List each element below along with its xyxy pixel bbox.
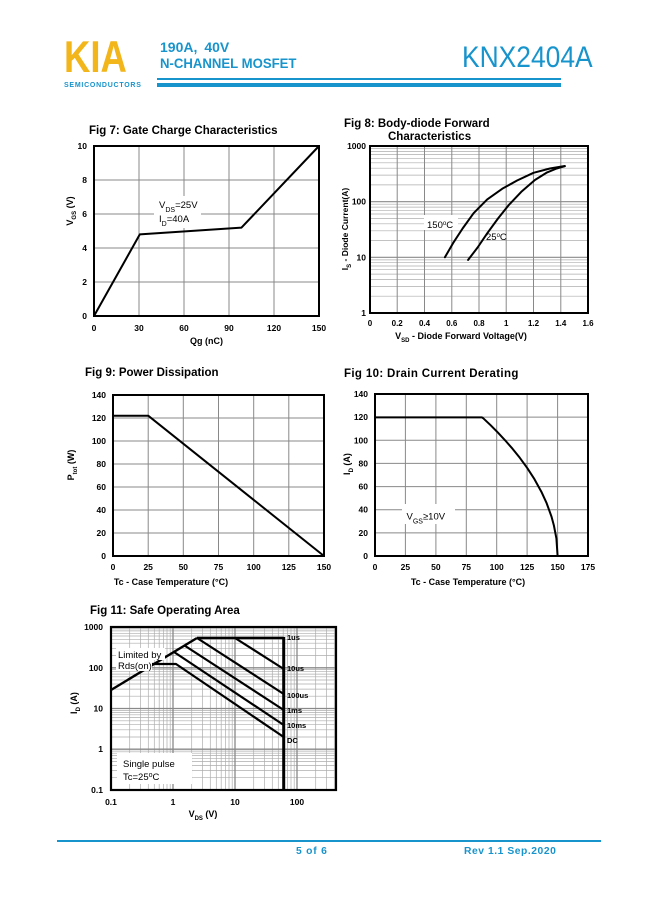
svg-text:90: 90 [224, 323, 234, 333]
svg-text:60: 60 [97, 482, 107, 492]
svg-text:Tc=25oC: Tc=25oC [123, 772, 160, 784]
svg-text:125: 125 [282, 562, 296, 572]
svg-text:6: 6 [82, 209, 87, 219]
svg-text:10: 10 [78, 141, 88, 151]
svg-text:50: 50 [431, 562, 441, 572]
svg-text:0.4: 0.4 [419, 319, 431, 328]
svg-text:0: 0 [92, 323, 97, 333]
svg-text:Fig 11: Safe Operating Area: Fig 11: Safe Operating Area [90, 605, 240, 617]
svg-text:1.4: 1.4 [555, 319, 567, 328]
svg-text:DC: DC [287, 736, 298, 745]
svg-text:0.1: 0.1 [91, 785, 103, 795]
svg-text:Fig 8: Body-diode Forward: Fig 8: Body-diode Forward [344, 118, 490, 130]
svg-text:10us: 10us [287, 664, 304, 673]
svg-text:0.1: 0.1 [105, 797, 117, 807]
svg-text:75: 75 [462, 562, 472, 572]
svg-text:ID (A): ID (A) [342, 453, 355, 475]
svg-text:Ptot (W): Ptot (W) [66, 450, 79, 481]
svg-text:60: 60 [359, 482, 369, 492]
svg-text:100: 100 [92, 436, 106, 446]
svg-text:0: 0 [82, 311, 87, 321]
svg-text:75: 75 [214, 562, 224, 572]
svg-text:0: 0 [101, 551, 106, 561]
svg-text:150: 150 [312, 323, 326, 333]
svg-text:100: 100 [352, 197, 366, 207]
svg-text:2: 2 [82, 277, 87, 287]
svg-text:0: 0 [111, 562, 116, 572]
svg-text:Single pulse: Single pulse [123, 759, 175, 770]
svg-text:140: 140 [354, 389, 368, 399]
svg-text:1: 1 [361, 308, 366, 318]
svg-text:25: 25 [401, 562, 411, 572]
svg-text:10: 10 [94, 704, 104, 714]
svg-text:0.2: 0.2 [392, 319, 404, 328]
svg-text:120: 120 [354, 412, 368, 422]
svg-text:20: 20 [97, 528, 107, 538]
svg-text:ID=40A: ID=40A [159, 214, 190, 228]
svg-text:VGS (V): VGS (V) [65, 196, 78, 225]
svg-text:100us: 100us [287, 691, 308, 700]
svg-text:8: 8 [82, 175, 87, 185]
svg-text:1: 1 [504, 319, 509, 328]
svg-text:Limited by: Limited by [118, 650, 162, 661]
svg-text:10ms: 10ms [287, 721, 306, 730]
svg-text:IS - Diode Current(A): IS - Diode Current(A) [340, 188, 353, 271]
svg-text:150: 150 [317, 562, 331, 572]
svg-text:1.6: 1.6 [582, 319, 594, 328]
svg-text:Qg (nC): Qg (nC) [190, 336, 223, 346]
svg-text:1000: 1000 [347, 141, 366, 151]
svg-text:1: 1 [171, 797, 176, 807]
svg-text:Fig 7: Gate Charge Characteris: Fig 7: Gate Charge Characteristics [89, 125, 278, 137]
svg-text:Tc - Case Temperature (°C): Tc - Case Temperature (°C) [114, 577, 228, 587]
svg-text:0: 0 [368, 319, 373, 328]
svg-text:40: 40 [359, 505, 369, 515]
svg-text:1.2: 1.2 [528, 319, 540, 328]
svg-text:140: 140 [92, 390, 106, 400]
svg-text:50: 50 [179, 562, 189, 572]
svg-text:0: 0 [373, 562, 378, 572]
svg-text:VSD - Diode Forward Voltage(V): VSD - Diode Forward Voltage(V) [395, 331, 527, 344]
svg-text:1us: 1us [287, 633, 300, 642]
svg-text:100: 100 [290, 797, 304, 807]
svg-text:125: 125 [520, 562, 534, 572]
svg-text:0.6: 0.6 [446, 319, 458, 328]
svg-text:25oC: 25oC [486, 232, 507, 243]
svg-text:60: 60 [179, 323, 189, 333]
svg-text:100: 100 [89, 663, 103, 673]
svg-text:0.8: 0.8 [473, 319, 485, 328]
svg-text:20: 20 [359, 528, 369, 538]
svg-text:100: 100 [247, 562, 261, 572]
svg-text:40: 40 [97, 505, 107, 515]
svg-text:0: 0 [363, 551, 368, 561]
svg-text:120: 120 [267, 323, 281, 333]
svg-text:150: 150 [551, 562, 565, 572]
svg-text:10: 10 [357, 252, 367, 262]
svg-text:175: 175 [581, 562, 595, 572]
svg-text:80: 80 [359, 458, 369, 468]
svg-text:ID (A): ID (A) [69, 692, 82, 714]
svg-text:150oC: 150oC [427, 220, 453, 231]
svg-text:Characteristics: Characteristics [388, 131, 471, 143]
svg-text:120: 120 [92, 413, 106, 423]
svg-text:10: 10 [230, 797, 240, 807]
svg-text:1000: 1000 [84, 622, 103, 632]
svg-text:25: 25 [143, 562, 153, 572]
svg-text:100: 100 [490, 562, 504, 572]
svg-text:80: 80 [97, 459, 107, 469]
svg-text:4: 4 [82, 243, 87, 253]
svg-text:Rds(on): Rds(on) [118, 661, 152, 672]
svg-text:Fig 9: Power Dissipation: Fig 9: Power Dissipation [85, 367, 219, 379]
svg-text:1: 1 [98, 744, 103, 754]
svg-text:100: 100 [354, 435, 368, 445]
svg-text:30: 30 [134, 323, 144, 333]
svg-text:Tc - Case Temperature (°C): Tc - Case Temperature (°C) [411, 577, 525, 587]
svg-text:1ms: 1ms [287, 706, 302, 715]
svg-text:Fig 10: Drain Current Derating: Fig 10: Drain Current Derating [344, 368, 519, 380]
svg-text:VDS (V): VDS (V) [189, 809, 218, 822]
